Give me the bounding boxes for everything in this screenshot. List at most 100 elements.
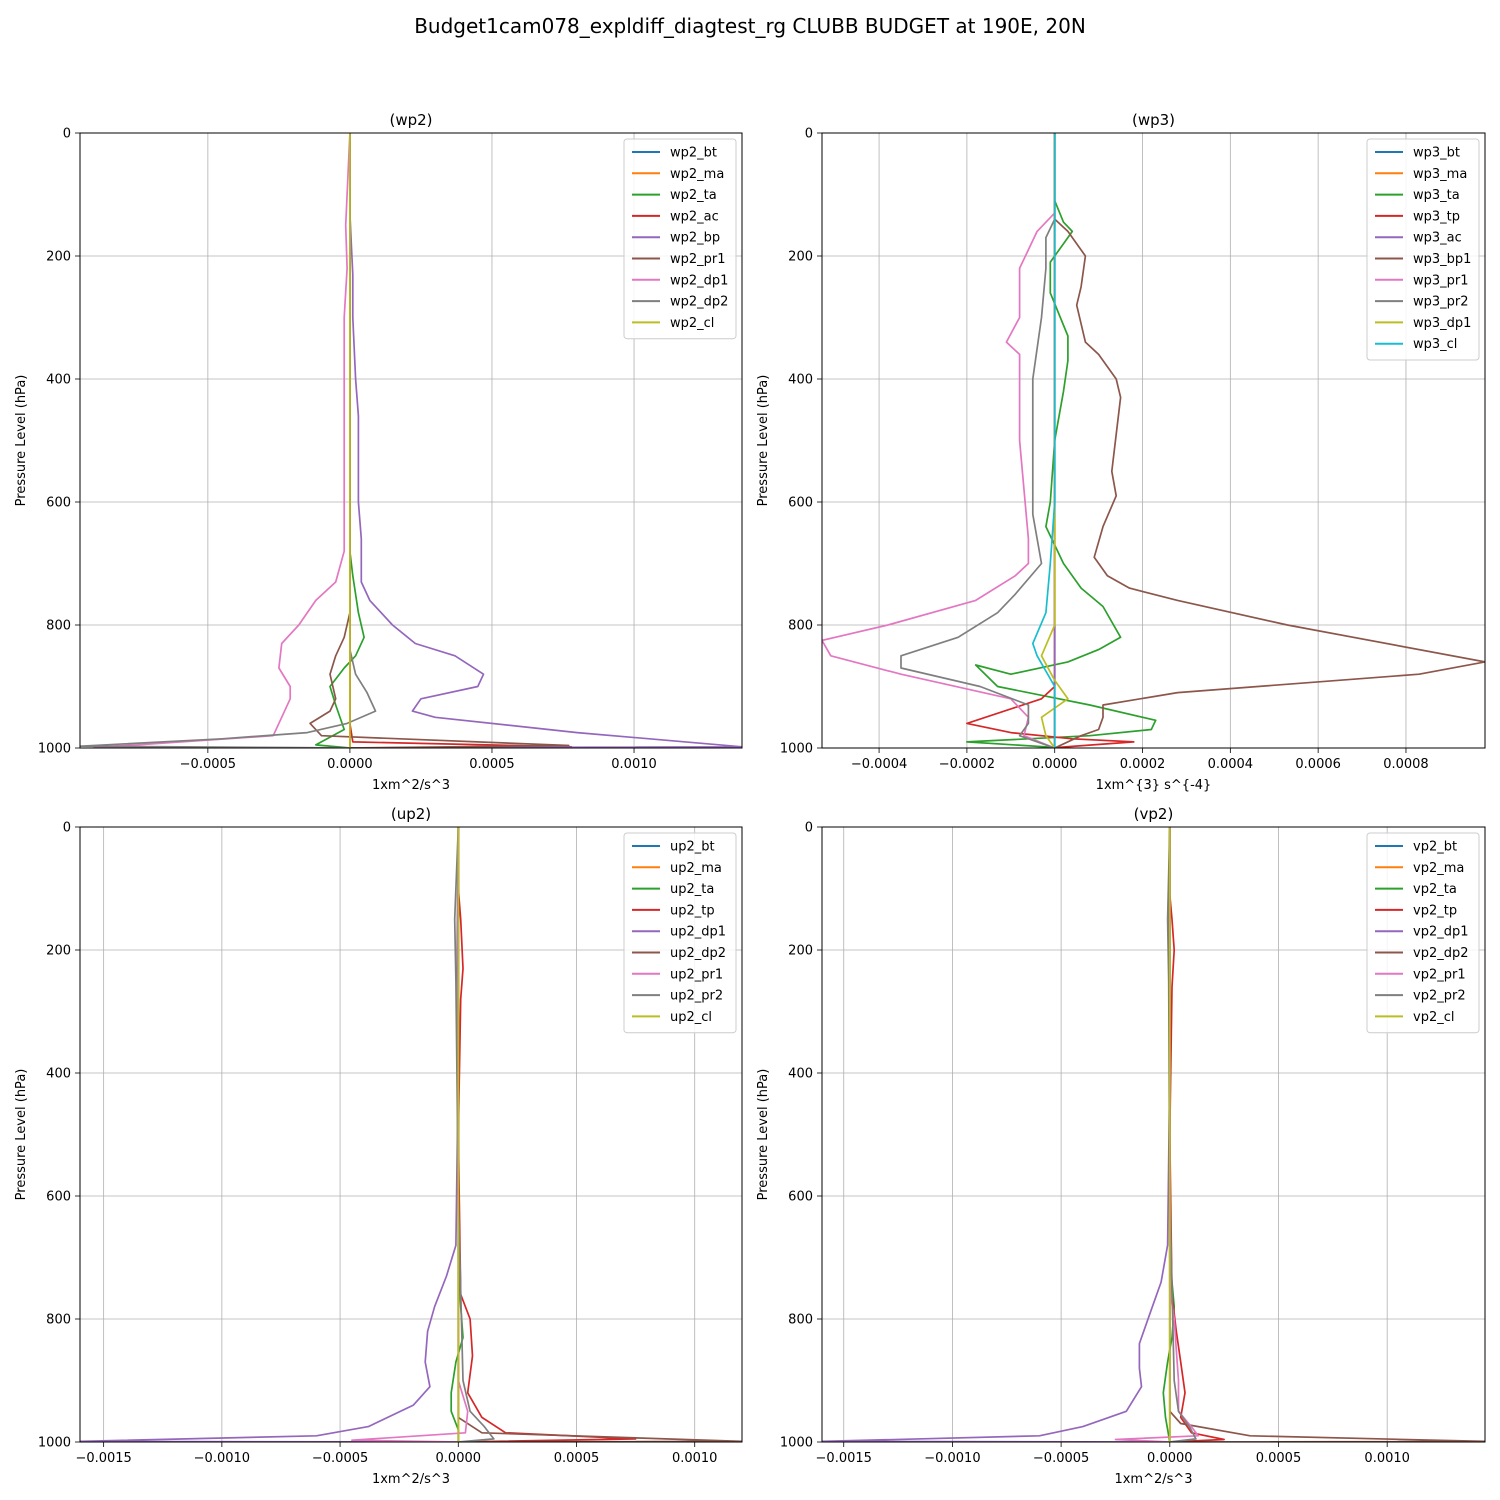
series-line-up2_dp1 bbox=[80, 827, 460, 1442]
y-tick-label: 200 bbox=[46, 944, 71, 959]
legend-label: up2_bt bbox=[670, 840, 715, 855]
legend-label: wp2_dp1 bbox=[670, 273, 728, 288]
series-line-wp2_ta bbox=[314, 133, 365, 748]
series-line-wp3_ta bbox=[966, 133, 1157, 748]
legend: vp2_bt vp2_ma vp2_ta vp2_tp vp2_dp1 vp2_dp2vp… bbox=[1366, 832, 1480, 1034]
legend-label: up2_tp bbox=[670, 903, 715, 918]
series-line-wp2_ac bbox=[349, 133, 573, 748]
legend-label: wp2_cl bbox=[670, 316, 714, 331]
x-tick-label: 0.0005 bbox=[469, 757, 515, 772]
series-line-wp3_dp1 bbox=[1040, 133, 1069, 748]
y-tick-label: 800 bbox=[46, 1313, 71, 1328]
x-axis-label: 1xm^2/s^3 bbox=[372, 1472, 450, 1487]
legend-label: up2_dp2 bbox=[670, 946, 726, 961]
legend-label: wp3_dp1 bbox=[1413, 316, 1471, 331]
y-tick-label: 600 bbox=[788, 1190, 813, 1205]
x-tick-label: 0.0004 bbox=[1208, 757, 1254, 772]
x-tick-label: −0.0004 bbox=[851, 757, 907, 772]
y-tick-label: 800 bbox=[46, 619, 71, 634]
legend-box bbox=[1366, 832, 1480, 1034]
series-lines bbox=[80, 827, 742, 1442]
x-tick-label: 0.0010 bbox=[611, 757, 657, 772]
subplot-title: (up2) bbox=[391, 805, 431, 823]
x-tick-label: 0.0000 bbox=[436, 1451, 482, 1466]
legend-label: vp2_pr2 bbox=[1413, 989, 1466, 1004]
legend-label: up2_pr2 bbox=[670, 989, 723, 1004]
series-line-vp2_pr1 bbox=[1114, 827, 1199, 1442]
y-tick-label: 200 bbox=[46, 250, 71, 265]
series-lines bbox=[822, 827, 1485, 1442]
x-tick-label: 0.0005 bbox=[1256, 1451, 1302, 1466]
legend-label: wp2_ma bbox=[670, 167, 724, 182]
legend-label: up2_cl bbox=[670, 1010, 712, 1025]
legend: wp3_bt wp3_ma wp3_ta wp3_tp wp3_ac wp3_bp1 wp3… bbox=[1366, 138, 1480, 361]
axes-frame bbox=[821, 826, 1486, 1443]
series-line-wp2_dp1 bbox=[93, 133, 351, 748]
y-tick-label: 1000 bbox=[780, 742, 813, 757]
legend-label: up2_dp1 bbox=[670, 925, 726, 940]
legend-label: vp2_cl bbox=[1413, 1010, 1454, 1025]
y-tick-label: 400 bbox=[788, 373, 813, 388]
subplot-wp2: −0.0005 0.0000 0.0005 0.0010 0 200 400 600 800 10… bbox=[14, 111, 743, 793]
x-tick-label: 0.0006 bbox=[1295, 757, 1341, 772]
y-tick-label: 400 bbox=[788, 1067, 813, 1082]
x-tick-label: −0.0005 bbox=[1033, 1451, 1089, 1466]
series-line-wp3_cl bbox=[1031, 133, 1056, 748]
legend-label: wp3_bp1 bbox=[1413, 252, 1471, 267]
series-line-wp3_pr2 bbox=[900, 133, 1056, 748]
x-tick-label: 0.0000 bbox=[327, 757, 373, 772]
x-tick-label: 0.0005 bbox=[554, 1451, 600, 1466]
series-lines bbox=[822, 133, 1485, 748]
figure-title: Budget1cam078_expldiff_diagtest_rg CLUBB… bbox=[414, 14, 1086, 38]
legend-label: wp2_bt bbox=[670, 146, 717, 161]
axes-frame bbox=[79, 826, 743, 1443]
legend-label: wp3_bt bbox=[1413, 146, 1460, 161]
legend: up2_bt up2_ma up2_ta up2_tp up2_dp1 up2_dp2up… bbox=[623, 832, 737, 1034]
y-tick-label: 0 bbox=[63, 821, 71, 836]
y-tick-label: 200 bbox=[788, 944, 813, 959]
subplot-title: (vp2) bbox=[1134, 805, 1174, 823]
y-tick-label: 1000 bbox=[38, 1436, 71, 1451]
legend-box bbox=[623, 138, 737, 340]
x-tick-label: −0.0005 bbox=[312, 1451, 368, 1466]
legend-label: vp2_dp2 bbox=[1413, 946, 1469, 961]
legend-label: up2_ta bbox=[670, 882, 714, 897]
legend-label: wp2_bp bbox=[670, 231, 720, 246]
legend-label: vp2_ma bbox=[1413, 861, 1464, 876]
x-tick-label: −0.0005 bbox=[180, 757, 236, 772]
x-tick-label: −0.0010 bbox=[924, 1451, 980, 1466]
x-tick-label: 0.0010 bbox=[1364, 1451, 1410, 1466]
x-tick-label: 0.0000 bbox=[1147, 1451, 1193, 1466]
axes-frame bbox=[821, 132, 1486, 749]
y-tick-label: 1000 bbox=[38, 742, 71, 757]
x-tick-label: −0.0015 bbox=[75, 1451, 131, 1466]
legend-label: wp3_ac bbox=[1413, 231, 1462, 246]
y-tick-label: 400 bbox=[46, 1067, 71, 1082]
legend-label: up2_ma bbox=[670, 861, 722, 876]
series-line-wp2_bp bbox=[349, 133, 742, 748]
legend-label: wp3_ta bbox=[1413, 188, 1460, 203]
legend-label: vp2_bt bbox=[1413, 840, 1457, 855]
series-line-wp2_pr1 bbox=[309, 133, 570, 748]
y-tick-label: 0 bbox=[805, 821, 813, 836]
legend-label: wp3_tp bbox=[1413, 209, 1460, 224]
x-tick-label: −0.0015 bbox=[816, 1451, 872, 1466]
y-axis-label: Pressure Level (hPa) bbox=[14, 375, 29, 507]
legend-label: wp2_ac bbox=[670, 209, 719, 224]
y-tick-label: 400 bbox=[46, 373, 71, 388]
series-line-vp2_tp bbox=[1168, 827, 1225, 1442]
legend-label: up2_pr1 bbox=[670, 967, 723, 982]
y-tick-label: 1000 bbox=[780, 1436, 813, 1451]
y-axis-label: Pressure Level (hPa) bbox=[756, 1069, 771, 1201]
series-line-up2_pr2 bbox=[453, 827, 495, 1442]
y-tick-label: 600 bbox=[46, 496, 71, 511]
subplot-title: (wp3) bbox=[1132, 111, 1175, 129]
series-line-up2_tp bbox=[457, 827, 637, 1442]
legend-label: vp2_pr1 bbox=[1413, 967, 1466, 982]
legend-label: vp2_tp bbox=[1413, 903, 1457, 918]
x-axis-label: 1xm^{3} s^{-4} bbox=[1096, 778, 1212, 793]
series-line-wp3_bp1 bbox=[1053, 133, 1485, 748]
x-tick-label: 0.0010 bbox=[672, 1451, 718, 1466]
y-tick-label: 0 bbox=[805, 127, 813, 142]
